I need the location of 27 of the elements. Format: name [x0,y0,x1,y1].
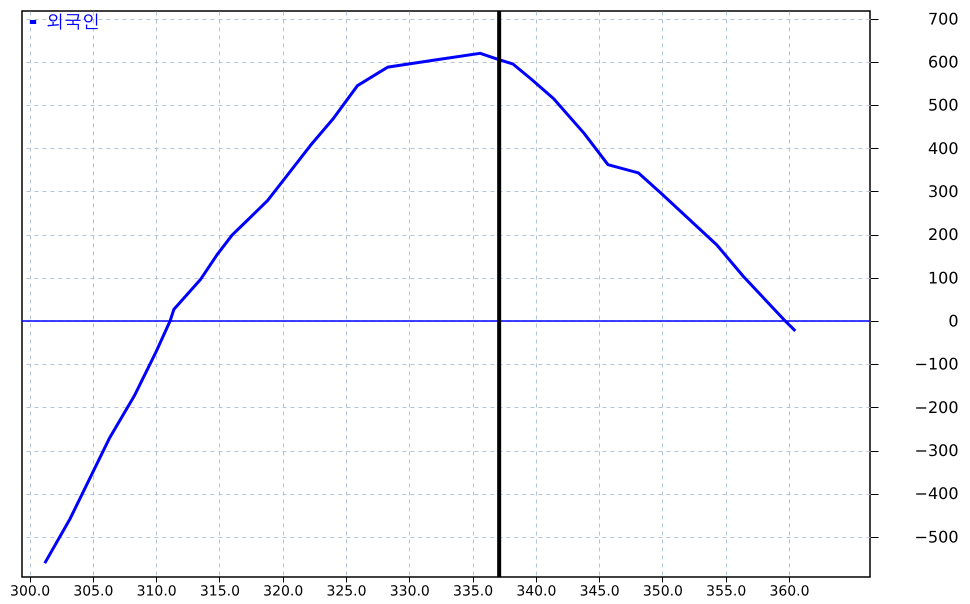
y-tick-label: 0 [948,311,958,330]
y-tick-label: −300 [914,441,958,460]
x-tick-label: 350.0 [642,584,683,600]
y-tick-label: −500 [914,527,958,546]
x-tick-label: 315.0 [200,584,240,600]
y-tick-label: 400 [928,138,958,158]
y-tick-label: −400 [914,484,958,504]
x-tick-label: 320.0 [263,584,304,600]
y-tick-label: 600 [928,52,958,72]
y-tick-label: 200 [928,225,958,244]
x-tick-label: 325.0 [326,584,367,600]
y-tick-label: 700 [928,9,958,28]
y-tick-label: 100 [928,268,958,288]
x-tick-label: 340.0 [516,584,556,600]
y-tick-label: 300 [928,182,958,201]
x-tick-label: 300.0 [10,584,50,600]
y-tick-label: 500 [928,96,958,115]
x-tick-label: 305.0 [73,584,114,600]
y-tick-label: −100 [914,354,958,374]
legend-label: 외국인 [46,11,100,32]
x-tick-label: 355.0 [706,584,746,600]
x-tick-label: 345.0 [580,584,620,600]
x-tick-label: 310.0 [136,584,177,600]
x-tick-label: 335.0 [453,584,494,600]
x-tick-label: 330.0 [390,584,430,600]
y-tick-label: −200 [914,398,958,417]
x-tick-label: 360.0 [769,584,810,600]
